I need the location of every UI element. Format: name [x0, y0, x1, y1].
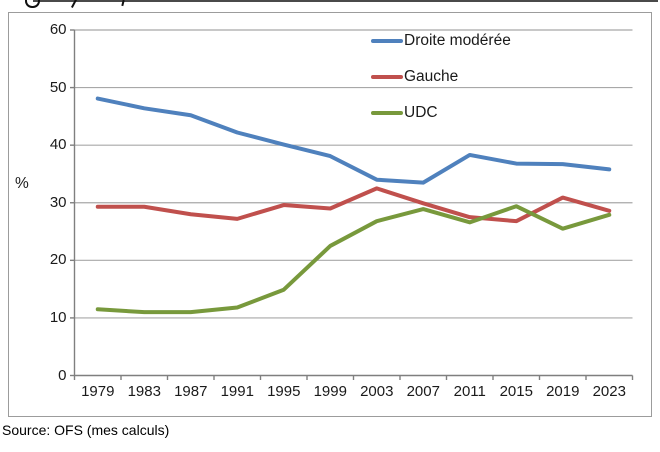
- legend-label: Gauche: [404, 68, 459, 85]
- legend-swatch-line-icon: [371, 38, 403, 44]
- x-tick-label-1999: 1999: [313, 383, 347, 400]
- legend-swatch-line-icon: [371, 74, 403, 80]
- legend: Droite modérée Gauche UDC: [371, 32, 511, 140]
- y-tick-label-50: 50: [49, 78, 67, 96]
- series-line-droite-mod-r-e: [95, 96, 612, 185]
- cropped-letter-g-descender: [25, 0, 40, 8]
- x-tick-label-1983: 1983: [127, 383, 161, 400]
- series-line-udc: [95, 204, 612, 315]
- x-tick-label-2019: 2019: [546, 383, 580, 400]
- x-tick-label-1991: 1991: [220, 383, 254, 400]
- legend-label: Droite modérée: [404, 32, 511, 49]
- source-note: Source: OFS (mes calculs): [2, 422, 170, 438]
- x-tick-label-1995: 1995: [267, 383, 301, 400]
- legend-item-droite-moderee: Droite modérée: [371, 32, 511, 50]
- y-tick-label-60: 60: [49, 21, 67, 38]
- y-tick-label-20: 20: [49, 251, 67, 269]
- legend-swatch-line-icon: [371, 110, 403, 116]
- x-tick-label-2007: 2007: [406, 383, 440, 400]
- y-tick-label-10: 10: [49, 308, 67, 326]
- legend-label: UDC: [404, 104, 438, 121]
- x-tick-label-1979: 1979: [81, 383, 115, 400]
- series-line-gauche: [95, 186, 612, 224]
- y-tick-label-30: 30: [49, 193, 67, 211]
- x-tick-label-2015: 2015: [499, 383, 533, 400]
- legend-item-gauche: Gauche: [371, 68, 511, 86]
- x-tick-label-2023: 2023: [592, 383, 626, 400]
- x-tick-label-2003: 2003: [360, 383, 394, 400]
- y-tick-label-0: 0: [58, 366, 67, 384]
- y-axis-title: %: [15, 175, 29, 192]
- legend-item-udc: UDC: [371, 104, 511, 122]
- cropped-text-baseline: [33, 0, 658, 2]
- y-tick-label-40: 40: [49, 136, 67, 154]
- x-tick-label-1987: 1987: [174, 383, 208, 400]
- x-tick-label-2011: 2011: [453, 383, 486, 400]
